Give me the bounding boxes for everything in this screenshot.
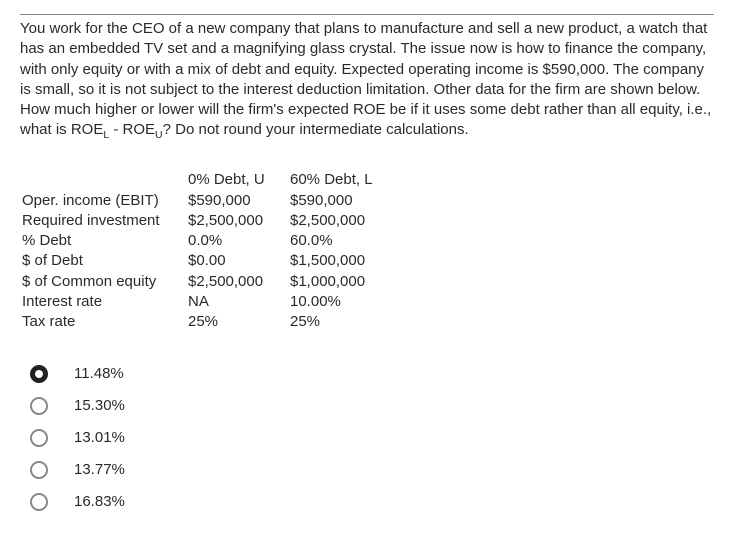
cell: $590,000	[188, 191, 290, 211]
radio-icon	[30, 397, 48, 415]
table-row: $ of Common equity $2,500,000 $1,000,000	[22, 272, 714, 292]
header-cell: 0% Debt, U	[188, 170, 290, 190]
option-4[interactable]: 13.77%	[28, 454, 714, 486]
option-label: 13.77%	[70, 460, 125, 480]
data-table: 0% Debt, U 60% Debt, L Oper. income (EBI…	[22, 170, 714, 332]
table-row: Interest rate NA 10.00%	[22, 292, 714, 312]
cell: $2,500,000	[290, 211, 400, 231]
cell: $1,000,000	[290, 272, 400, 292]
cell: Required investment	[22, 211, 188, 231]
cell: $1,500,000	[290, 251, 400, 271]
radio-icon	[30, 429, 48, 447]
cell: 25%	[188, 312, 290, 332]
cell: 25%	[290, 312, 400, 332]
question-sub2: U	[155, 129, 163, 141]
table-row: % Debt 0.0% 60.0%	[22, 231, 714, 251]
table-header-row: 0% Debt, U 60% Debt, L	[22, 170, 714, 190]
option-label: 11.48%	[70, 364, 124, 384]
cell: Oper. income (EBIT)	[22, 191, 188, 211]
cell: % Debt	[22, 231, 188, 251]
option-label: 13.01%	[70, 428, 125, 448]
cell: $0.00	[188, 251, 290, 271]
cell: $ of Common equity	[22, 272, 188, 292]
cell: $ of Debt	[22, 251, 188, 271]
option-label: 16.83%	[70, 492, 125, 512]
option-1[interactable]: 11.48%	[28, 358, 714, 390]
question-mid: - ROE	[109, 121, 155, 138]
option-2[interactable]: 15.30%	[28, 390, 714, 422]
cell: 10.00%	[290, 292, 400, 312]
option-label: 15.30%	[70, 396, 125, 416]
option-5[interactable]: 16.83%	[28, 486, 714, 518]
cell: Tax rate	[22, 312, 188, 332]
option-3[interactable]: 13.01%	[28, 422, 714, 454]
radio-icon	[30, 493, 48, 511]
cell: $590,000	[290, 191, 400, 211]
cell: 0.0%	[188, 231, 290, 251]
cell: 60.0%	[290, 231, 400, 251]
question-text: You work for the CEO of a new company th…	[20, 14, 714, 142]
cell: $2,500,000	[188, 272, 290, 292]
table-row: Tax rate 25% 25%	[22, 312, 714, 332]
radio-icon	[30, 461, 48, 479]
header-cell: 60% Debt, L	[290, 170, 400, 190]
question-end: ? Do not round your intermediate calcula…	[163, 121, 469, 138]
table-row: Oper. income (EBIT) $590,000 $590,000	[22, 191, 714, 211]
cell: NA	[188, 292, 290, 312]
answer-options: 11.48% 15.30% 13.01% 13.77% 16.83%	[20, 358, 714, 518]
radio-icon	[30, 365, 48, 383]
header-cell	[22, 170, 188, 190]
table-row: $ of Debt $0.00 $1,500,000	[22, 251, 714, 271]
table-row: Required investment $2,500,000 $2,500,00…	[22, 211, 714, 231]
cell: Interest rate	[22, 292, 188, 312]
cell: $2,500,000	[188, 211, 290, 231]
